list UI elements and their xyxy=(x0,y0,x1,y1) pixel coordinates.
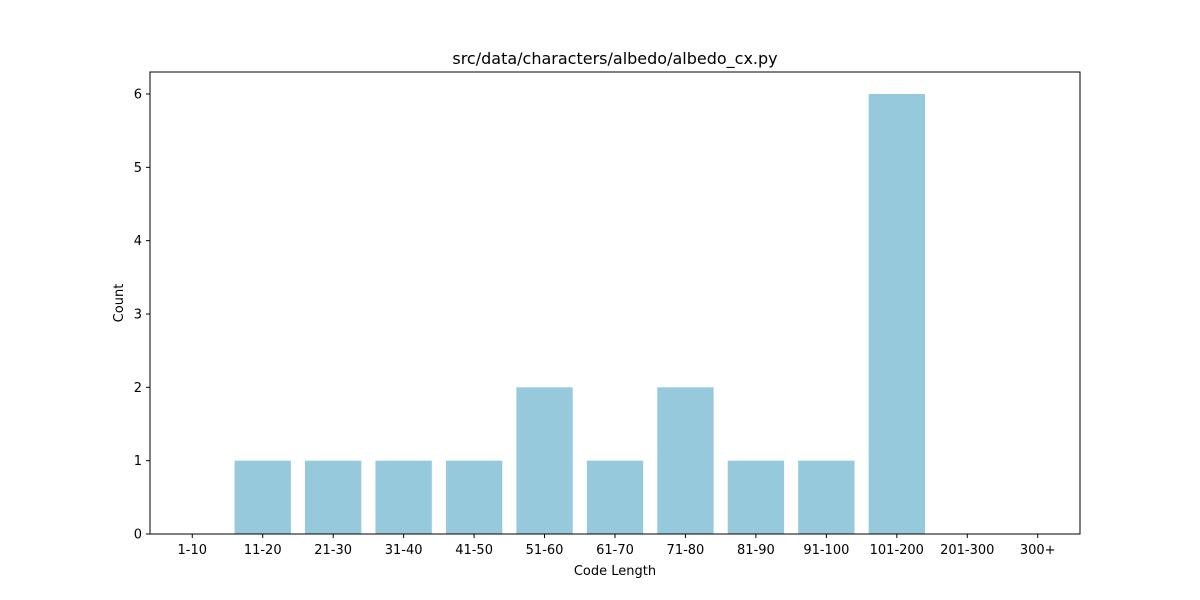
x-tick-label: 300+ xyxy=(1020,543,1056,558)
x-axis-label: Code Length xyxy=(574,564,656,579)
bar-41-50 xyxy=(445,460,503,534)
x-tick-label: 41-50 xyxy=(455,543,493,558)
x-tick-label: 51-60 xyxy=(526,543,564,558)
x-tick-label: 21-30 xyxy=(314,543,352,558)
x-tick-label: 1-10 xyxy=(178,543,208,558)
x-tick-label: 101-200 xyxy=(870,543,924,558)
bar-31-40 xyxy=(375,460,432,534)
y-tick-label: 4 xyxy=(134,234,142,249)
x-tick-label: 71-80 xyxy=(667,543,705,558)
y-tick-label: 2 xyxy=(134,381,142,396)
bar-81-90 xyxy=(727,460,785,534)
bar-51-60 xyxy=(516,387,573,534)
y-tick-label: 0 xyxy=(134,528,142,543)
bar-11-20 xyxy=(234,460,291,534)
y-axis-label: Count xyxy=(112,284,127,323)
x-axis-ticks: 1-10 11-20 21-30 31-40 41-50 51-60 61-70 71-80 8… xyxy=(178,534,1056,558)
bar-61-70 xyxy=(586,460,644,534)
y-tick-label: 5 xyxy=(134,161,142,176)
chart-title: src/data/characters/albedo/albedo_cx.py xyxy=(452,49,777,69)
x-tick-label: 91-100 xyxy=(803,543,849,558)
x-tick-label: 31-40 xyxy=(385,543,423,558)
x-tick-label: 11-20 xyxy=(244,543,282,558)
bars-layer xyxy=(234,94,925,534)
y-tick-label: 6 xyxy=(134,88,142,103)
bar-71-80 xyxy=(657,387,714,534)
x-tick-label: 81-90 xyxy=(737,543,775,558)
bar-101-200 xyxy=(868,94,925,534)
bar-91-100 xyxy=(798,460,855,534)
y-tick-label: 3 xyxy=(134,308,142,323)
bar-21-30 xyxy=(305,460,362,534)
y-tick-label: 1 xyxy=(134,454,142,469)
x-tick-label: 61-70 xyxy=(596,543,634,558)
y-axis-ticks: 0 1 2 3 4 5 6 xyxy=(134,88,150,543)
x-tick-label: 201-300 xyxy=(940,543,994,558)
